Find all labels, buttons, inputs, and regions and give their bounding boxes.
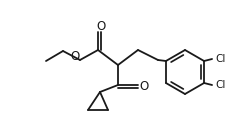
Text: Cl: Cl bbox=[214, 80, 224, 90]
Text: Cl: Cl bbox=[214, 54, 224, 64]
Text: O: O bbox=[70, 50, 79, 63]
Text: O: O bbox=[139, 80, 148, 93]
Text: O: O bbox=[96, 21, 105, 34]
